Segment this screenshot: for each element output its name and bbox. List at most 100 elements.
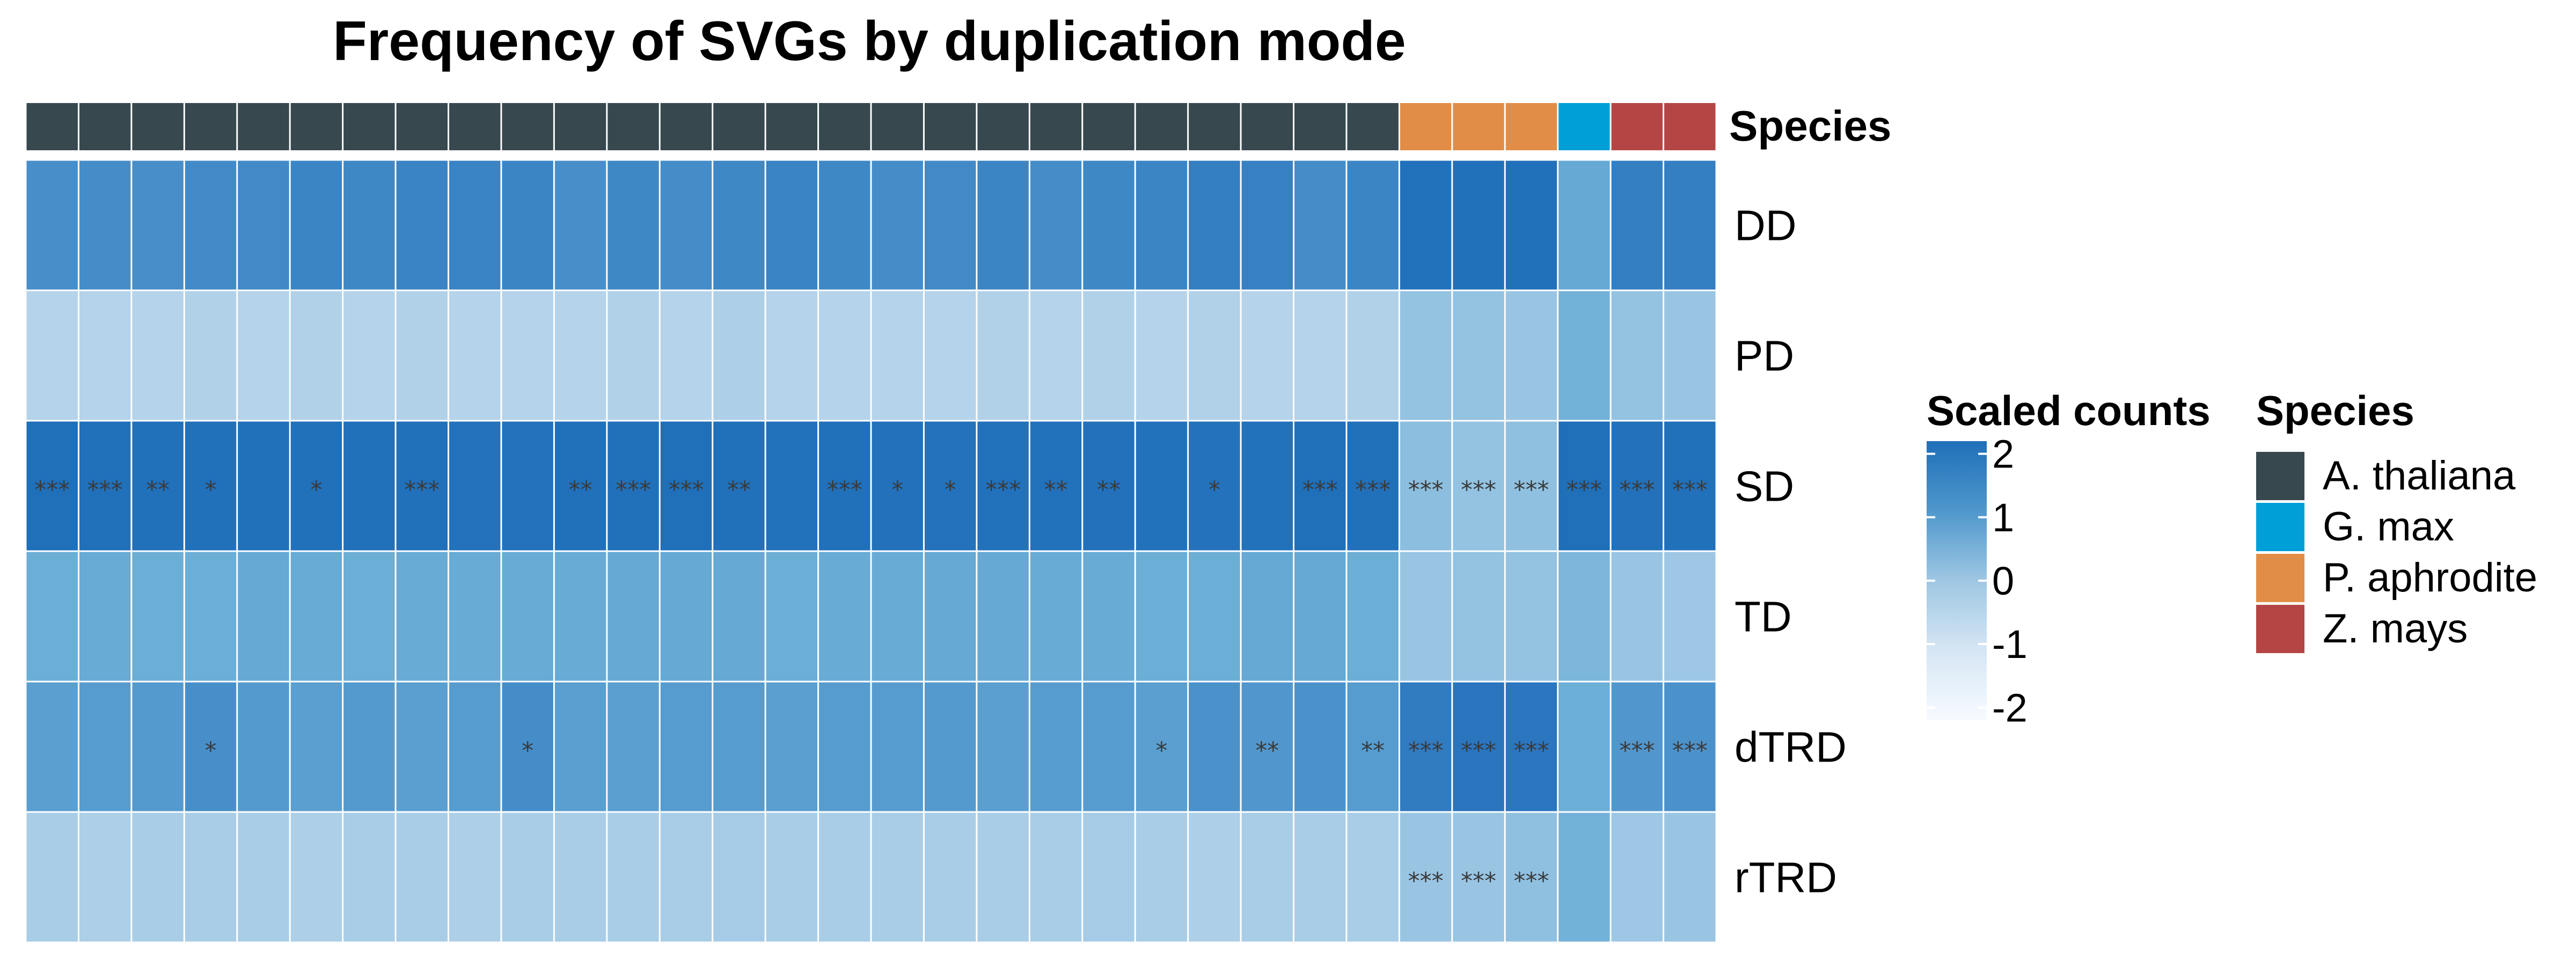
significance-mark: *** (1461, 868, 1496, 895)
heatmap-cell (1241, 682, 1293, 811)
heatmap-cell (1136, 421, 1188, 551)
heatmap-cell (924, 552, 976, 681)
significance-mark: *** (1619, 477, 1655, 504)
heatmap-cell (290, 682, 342, 811)
significance-mark: * (1209, 477, 1220, 504)
heatmap-cell (1558, 552, 1610, 681)
significance-mark: * (522, 737, 533, 765)
heatmap-cell (1294, 552, 1346, 681)
heatmap-cell (290, 160, 342, 290)
heatmap-cell (79, 291, 131, 420)
heatmap-cell (185, 160, 237, 290)
heatmap-cell (343, 160, 395, 290)
row-label: DD (1735, 202, 1797, 250)
heatmap-cell (185, 421, 237, 551)
significance-mark: *** (1619, 737, 1655, 765)
heatmap-cell (396, 552, 448, 681)
significance-mark: * (1155, 737, 1167, 765)
heatmap-cell (449, 813, 501, 942)
colorbar-tick-label: -2 (1992, 685, 2028, 730)
species-legend: Species A. thaliana G. max P. aphrodite Z. … (2256, 387, 2537, 653)
heatmap-cell (872, 291, 923, 420)
heatmap-cell (343, 552, 395, 681)
heatmap-cell (1241, 552, 1293, 681)
heatmap-cell (554, 552, 606, 681)
row-label: dTRD (1735, 723, 1847, 771)
heatmap-cell (185, 682, 237, 811)
heatmap-cell (396, 813, 448, 942)
annotation-cell (185, 103, 237, 150)
significance-mark: *** (1672, 477, 1708, 504)
annotation-cell (924, 103, 976, 150)
heatmap-cell (449, 552, 501, 681)
heatmap-cell (502, 421, 553, 551)
heatmap-cell (1136, 682, 1188, 811)
heatmap-cell (1400, 813, 1452, 942)
heatmap-cell (1136, 552, 1188, 681)
heatmap-cell (766, 291, 818, 420)
significance-mark: * (310, 477, 322, 504)
annotation-cell (660, 103, 712, 150)
heatmap-cell (79, 682, 131, 811)
heatmap-cell (26, 160, 78, 290)
heatmap-cell (713, 421, 765, 551)
heatmap-cell (554, 682, 606, 811)
species-legend-label: A. thaliana (2323, 453, 2516, 499)
heatmap-cell (1294, 682, 1346, 811)
heatmap-cell (924, 291, 976, 420)
annotation-cell (872, 103, 923, 150)
significance-mark: ** (1361, 737, 1385, 765)
significance-mark: * (945, 477, 956, 504)
heatmap-cell (1083, 160, 1135, 290)
annotation-cell (977, 103, 1029, 150)
heatmap-cell (872, 813, 923, 942)
heatmap-cell (132, 552, 184, 681)
species-legend-swatch (2256, 605, 2304, 653)
heatmap-cell (1083, 682, 1135, 811)
heatmap-cell (449, 291, 501, 420)
heatmap-cell (1189, 421, 1240, 551)
heatmap-cell (343, 421, 395, 551)
heatmap-cell (396, 421, 448, 551)
heatmap-cell (608, 813, 659, 942)
heatmap-cell (660, 813, 712, 942)
heatmap-cell (290, 421, 342, 551)
heatmap-cell (79, 813, 131, 942)
heatmap-cell (819, 552, 870, 681)
heatmap-cell (977, 291, 1029, 420)
significance-mark: *** (1461, 477, 1496, 504)
annotation-cell (26, 103, 78, 150)
heatmap-cell (1347, 552, 1399, 681)
significance-marks: *** *** ** * * *** ** *** *** ** *** * * *** ** ** * *** *… (34, 477, 1708, 895)
significance-mark: *** (1408, 737, 1444, 765)
heatmap-cell (1505, 813, 1557, 942)
heatmap-cell (1664, 421, 1716, 551)
heatmap-cell (554, 421, 606, 551)
heatmap-cell (819, 682, 870, 811)
heatmap-cell (1189, 813, 1240, 942)
heatmap-cell (238, 552, 289, 681)
heatmap-cell (554, 813, 606, 942)
annotation-cell (1347, 103, 1399, 150)
heatmap-cell (1453, 160, 1504, 290)
heatmap-cell (1241, 160, 1293, 290)
heatmap-cell (1611, 813, 1663, 942)
annotation-cell (1664, 103, 1716, 150)
heatmap-cell (1558, 813, 1610, 942)
heatmap-cell (1558, 682, 1610, 811)
heatmap-cells (26, 160, 1716, 942)
heatmap-cell (238, 813, 289, 942)
heatmap-cell (502, 682, 553, 811)
heatmap-cell (1453, 421, 1504, 551)
color-scale-title: Scaled counts (1927, 387, 2211, 434)
heatmap-cell (713, 552, 765, 681)
heatmap-cell (132, 160, 184, 290)
heatmap-cell (1083, 291, 1135, 420)
significance-mark: ** (1097, 477, 1121, 504)
heatmap-cell (1347, 421, 1399, 551)
heatmap-cell (1189, 160, 1240, 290)
heatmap-cell (819, 160, 870, 290)
significance-mark: *** (827, 477, 862, 504)
heatmap-cell (132, 682, 184, 811)
heatmap-cell (1505, 160, 1557, 290)
